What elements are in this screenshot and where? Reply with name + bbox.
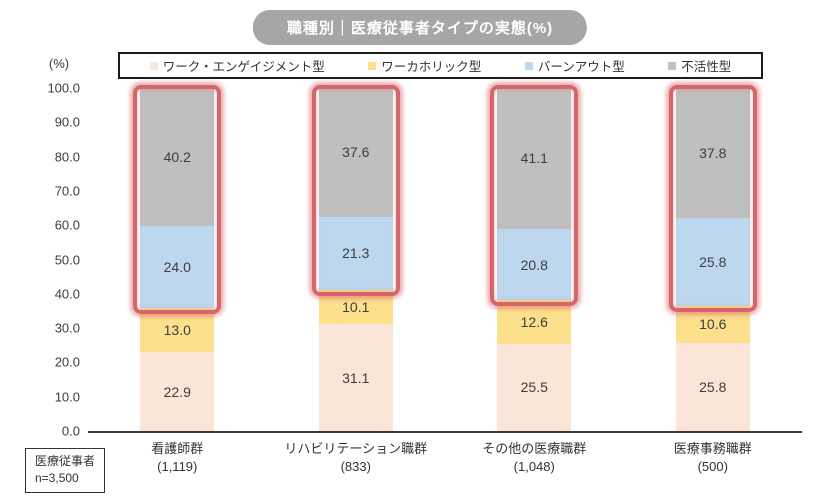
sample-size-line1: 医療従事者 <box>35 454 96 468</box>
category-count: (1,119) <box>157 459 198 475</box>
legend-swatch-icon <box>668 61 677 70</box>
y-axis-tick-label: 10.0 <box>54 389 80 405</box>
y-axis-tick-label: 60.0 <box>54 217 80 233</box>
stacked-bar: 25.5 12.6 20.8 41.1 <box>497 88 572 431</box>
bar-segment <box>497 228 572 301</box>
y-axis-tick-label: 100.0 <box>47 80 80 96</box>
y-axis-tick-label: 70.0 <box>54 183 80 199</box>
x-axis-category-label: その他の医療職群 (1,048) <box>482 440 586 476</box>
segment-value-label: 41.1 <box>520 150 548 167</box>
sample-size-box: 医療従事者 n=3,500 <box>25 448 106 493</box>
bar-segment <box>140 225 215 308</box>
segment-value-label: 13.0 <box>163 322 191 339</box>
category-name: 医療事務職群 <box>673 441 752 456</box>
y-axis-tick-label: 90.0 <box>54 114 80 130</box>
segment-value-label: 37.6 <box>342 144 370 161</box>
legend-item: ワーク・エンゲイジメント型 <box>149 56 325 75</box>
sample-size-line2: n=3,500 <box>35 471 79 486</box>
category-count: (500) <box>697 459 728 475</box>
bar-segment <box>675 217 750 307</box>
bar-segment <box>675 88 750 218</box>
bar-segment <box>140 87 215 226</box>
legend-label: ワーク・エンゲイジメント型 <box>162 60 325 74</box>
y-axis-tick-label: 40.0 <box>54 286 80 302</box>
segment-value-label: 12.6 <box>520 313 548 330</box>
bar-segment <box>497 88 572 229</box>
segment-value-label: 22.9 <box>163 383 191 400</box>
legend-swatch-icon <box>524 61 533 70</box>
segment-value-label: 25.8 <box>699 253 727 270</box>
legend-label: バーンアウト型 <box>537 60 625 74</box>
legend-swatch-icon <box>368 61 377 70</box>
y-axis-tick-label: 80.0 <box>54 149 80 165</box>
category-count: (1,048) <box>513 459 555 475</box>
category-name: リハビリテーション職群 <box>284 441 428 456</box>
segment-value-label: 40.2 <box>163 148 191 165</box>
legend-label: ワーカホリック型 <box>381 60 482 74</box>
segment-value-label: 10.6 <box>699 316 727 333</box>
plot-area: 22.9 13.0 24.0 40.2 31.1 10.1 21.3 37.6 25.5 12.6… <box>88 84 802 433</box>
segment-value-label: 10.1 <box>342 299 370 315</box>
y-axis-unit-label: (%) <box>48 56 70 71</box>
bar-segment <box>675 342 750 431</box>
bar-segment <box>140 352 215 431</box>
y-axis-tick-label: 20.0 <box>54 354 80 370</box>
legend-label: 不活性型 <box>681 60 732 74</box>
y-axis-tick-label: 30.0 <box>54 320 80 336</box>
legend-item: ワーカホリック型 <box>368 56 481 75</box>
legend-item: 不活性型 <box>668 56 731 75</box>
segment-value-label: 25.8 <box>699 378 727 395</box>
stacked-bar: 25.8 10.6 25.8 37.8 <box>675 88 750 431</box>
bar-segment <box>140 307 215 353</box>
segment-value-label: 24.0 <box>163 258 191 275</box>
bar-segment <box>318 87 393 217</box>
chart-legend: ワーク・エンゲイジメント型 ワーカホリック型 バーンアウト型 不活性型 <box>118 52 763 79</box>
bar-segment <box>497 300 572 344</box>
bar-segment <box>318 216 393 290</box>
segment-value-label: 20.8 <box>520 256 548 273</box>
x-axis-category-label: 医療事務職群 (500) <box>674 440 752 476</box>
bar-segment <box>318 324 393 431</box>
segment-value-label: 21.3 <box>342 245 370 262</box>
category-count: (833) <box>340 459 371 475</box>
legend-item: バーンアウト型 <box>524 56 625 75</box>
category-name: 看護師群 <box>151 441 204 456</box>
category-name: その他の医療職群 <box>482 441 587 456</box>
stacked-bar: 31.1 10.1 21.3 37.6 <box>318 87 393 431</box>
x-axis-line <box>88 431 802 433</box>
bar-segment <box>497 343 572 431</box>
segment-value-label: 37.8 <box>699 144 727 161</box>
y-axis-tick-label: 50.0 <box>54 252 80 267</box>
x-axis-category-label: 看護師群 (1,119) <box>151 440 203 476</box>
legend-swatch-icon <box>149 61 158 70</box>
segment-value-label: 31.1 <box>342 369 370 386</box>
y-axis-tick-label: 0.0 <box>61 423 80 439</box>
bar-segment <box>675 306 750 343</box>
stacked-bar: 22.9 13.0 24.0 40.2 <box>140 87 215 431</box>
chart-title: 職種別｜医療従事者タイプの実態(%) <box>252 10 588 45</box>
segment-value-label: 25.5 <box>520 379 548 396</box>
x-axis-category-label: リハビリテーション職群 (833) <box>284 440 427 476</box>
